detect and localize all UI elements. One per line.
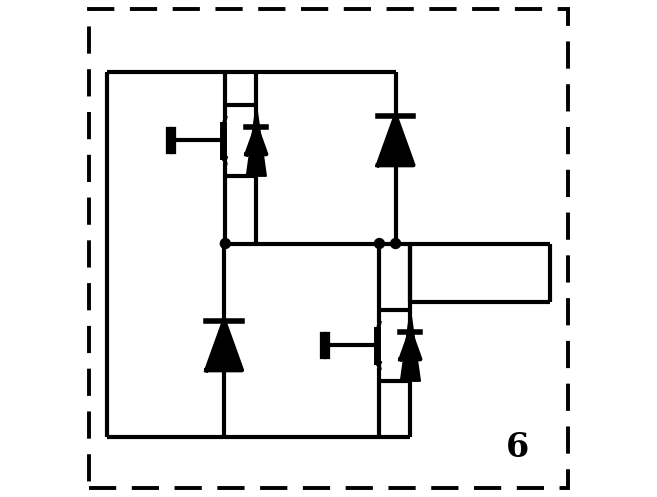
- Polygon shape: [246, 127, 266, 154]
- Polygon shape: [378, 115, 413, 165]
- Polygon shape: [401, 331, 420, 359]
- Polygon shape: [221, 157, 227, 163]
- Polygon shape: [246, 104, 266, 176]
- Circle shape: [220, 239, 231, 248]
- Circle shape: [391, 239, 401, 248]
- Polygon shape: [206, 321, 242, 370]
- Polygon shape: [401, 310, 420, 381]
- Circle shape: [374, 239, 384, 248]
- Text: 6: 6: [506, 431, 529, 464]
- Polygon shape: [375, 362, 382, 368]
